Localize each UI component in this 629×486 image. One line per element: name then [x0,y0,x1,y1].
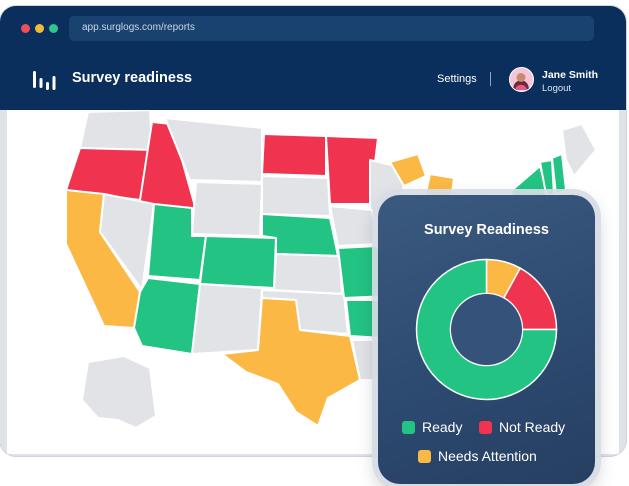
state-colorado[interactable] [199,235,277,289]
maximize-window-dot[interactable] [49,24,58,33]
address-url: app.surglogs.com/reports [82,22,195,33]
page-title: Survey readiness [72,70,193,86]
donut-slice-ready[interactable] [415,258,558,401]
avatar[interactable] [509,67,534,92]
state-maine[interactable] [561,123,597,177]
minimize-window-dot[interactable] [35,24,44,33]
state-wyoming[interactable] [191,181,263,237]
state-washington[interactable] [79,110,153,151]
state-new-hampshire[interactable] [551,153,567,195]
browser-chrome: app.surglogs.com/reports [0,6,626,48]
panel-title: Survey Readiness [424,222,549,238]
state-alaska[interactable] [81,355,157,429]
user-name: Jane Smith [542,69,599,81]
state-arizona[interactable] [133,277,201,355]
survey-readiness-panel: Survey Readiness Ready Not Ready Needs A… [378,195,595,484]
legend-label-not-ready: Not Ready [499,419,566,435]
close-window-dot[interactable] [21,24,30,33]
state-texas[interactable] [221,297,361,427]
readiness-donut-chart [415,258,558,401]
settings-link[interactable]: Settings [437,73,477,85]
legend-swatch-ready [402,420,415,434]
donut-hole [451,294,522,365]
state-new-mexico[interactable] [191,283,263,355]
legend-label-ready: Ready [422,419,463,435]
app-header: Survey readiness Settings Jane Smith Log… [0,48,626,110]
user-avatar-icon [510,68,532,90]
state-north-dakota[interactable] [261,133,327,177]
state-iowa[interactable] [329,205,377,247]
legend-not-ready: Not Ready [479,419,565,435]
logout-link[interactable]: Logout [542,83,572,94]
legend-needs-attention: Needs Attention [418,448,537,464]
legend-label-needs-attention: Needs Attention [438,448,537,464]
legend-swatch-not-ready [479,420,492,434]
legend-ready: Ready [402,419,462,435]
us-map-svg [65,110,597,429]
surglogs-logo-icon [33,71,56,90]
legend-swatch-needs-attention [418,449,431,463]
header-divider [490,72,491,86]
state-south-dakota[interactable] [261,175,331,217]
state-kansas[interactable] [273,253,343,295]
address-bar[interactable]: app.surglogs.com/reports [69,16,594,41]
